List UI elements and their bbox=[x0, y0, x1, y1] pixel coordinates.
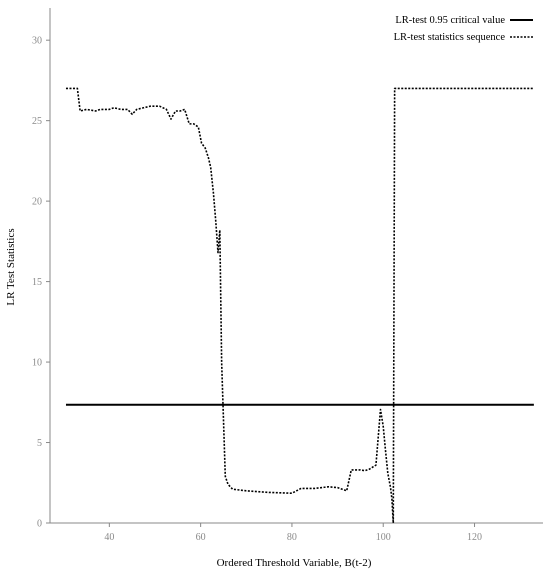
x-tick-label: 100 bbox=[376, 532, 391, 543]
y-tick-label: 15 bbox=[32, 277, 42, 288]
series-layer bbox=[65, 87, 534, 524]
y-ticks: 0 5 10 15 20 25 30 bbox=[32, 36, 50, 530]
series-line-statistics-sequence bbox=[65, 87, 534, 524]
y-tick-label: 30 bbox=[32, 36, 42, 47]
y-tick-label: 0 bbox=[37, 519, 42, 530]
x-tick-label: 60 bbox=[196, 532, 206, 543]
y-tick-label: 5 bbox=[37, 438, 42, 449]
x-tick-label: 80 bbox=[287, 532, 297, 543]
x-axis-title: Ordered Threshold Variable, B(t-2) bbox=[217, 557, 372, 569]
x-tick-label: 120 bbox=[467, 532, 482, 543]
plot-area: 40 60 80 100 120 0 5 10 15 20 25 30 bbox=[32, 8, 543, 543]
legend: LR-test 0.95 critical value LR-test stat… bbox=[394, 15, 533, 43]
x-ticks: 40 60 80 100 120 bbox=[104, 523, 482, 543]
legend-label-critical-value: LR-test 0.95 critical value bbox=[395, 15, 505, 26]
y-tick-label: 20 bbox=[32, 197, 42, 208]
y-axis-title: LR Test Statistics bbox=[5, 228, 17, 305]
legend-label-statistics-sequence: LR-test statistics sequence bbox=[394, 32, 506, 43]
x-tick-label: 40 bbox=[104, 532, 114, 543]
y-tick-label: 10 bbox=[32, 358, 42, 369]
y-tick-label: 25 bbox=[32, 116, 42, 127]
